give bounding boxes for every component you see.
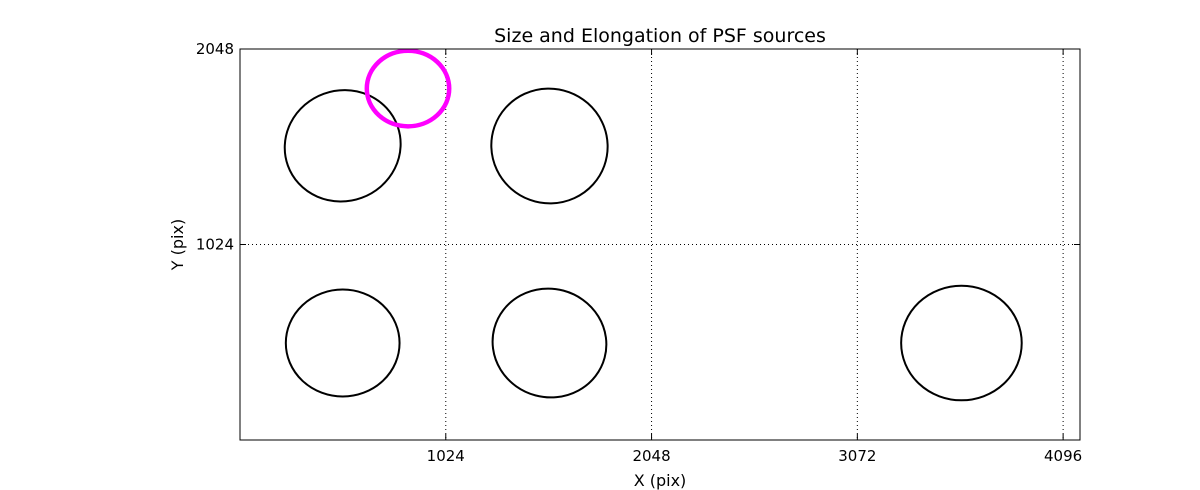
y-tick-label: 2048 (196, 40, 234, 58)
x-tick-label: 4096 (1044, 447, 1082, 465)
y-axis-label: Y (pix) (168, 219, 187, 271)
y-tick-label: 1024 (196, 236, 234, 254)
psf-ellipse (284, 288, 401, 398)
grid-lines (240, 49, 1080, 440)
plot-frame (239, 48, 1081, 441)
psf-ellipse (283, 89, 402, 203)
reference-psf-ellipse (364, 48, 452, 129)
x-axis-label: X (pix) (634, 471, 687, 490)
x-tick-label: 1024 (427, 447, 465, 465)
axis-ticks: 1024 2048 3072 4096 1024 2048 (196, 40, 1082, 465)
psf-ellipse (900, 284, 1023, 402)
x-tick-label: 3072 (838, 447, 876, 465)
psf-ellipse (491, 287, 608, 399)
x-tick-label: 2048 (632, 447, 670, 465)
psf-ellipses (283, 48, 1023, 402)
psf-ellipse (490, 87, 609, 205)
chart-title: Size and Elongation of PSF sources (494, 25, 826, 47)
